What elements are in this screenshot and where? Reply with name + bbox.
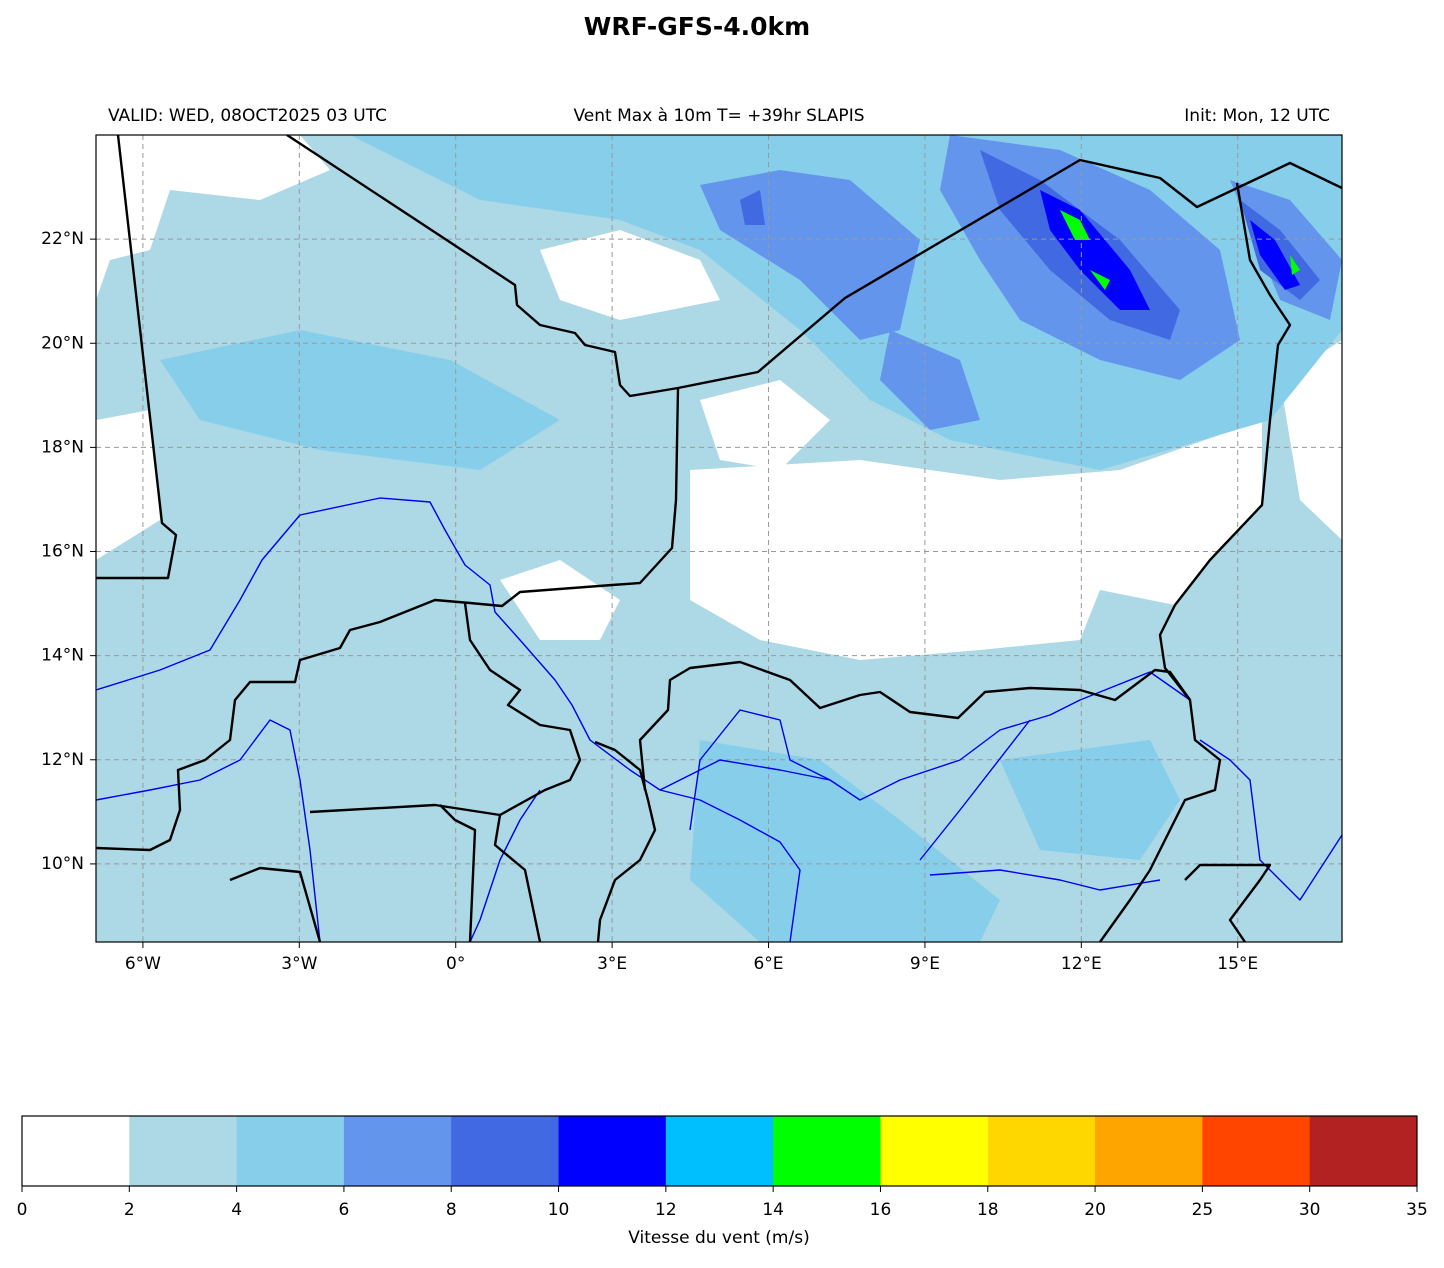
- colorbar-tick-label: 4: [231, 1200, 242, 1220]
- borders: [96, 135, 1342, 942]
- colorbar-tick-label: 16: [870, 1200, 892, 1220]
- colorbar-tick-label: 18: [977, 1200, 999, 1220]
- colorbar-segment: [1095, 1116, 1203, 1186]
- colorbar-tick-label: 30: [1299, 1200, 1321, 1220]
- colorbar-segment: [880, 1116, 989, 1186]
- x-tick-label: 15°E: [1217, 954, 1258, 974]
- init-time: Init: Mon, 12 UTC: [1184, 106, 1330, 126]
- colorbar-tick-label: 2: [124, 1200, 135, 1220]
- colorbar-tick-label: 14: [762, 1200, 784, 1220]
- valid-time: VALID: WED, 08OCT2025 03 UTC: [108, 106, 387, 126]
- x-tick-label: 3°E: [597, 954, 627, 974]
- colorbar-tick-label: 35: [1406, 1200, 1428, 1220]
- x-tick-label: 6°W: [125, 954, 161, 974]
- y-tick-label: 12°N: [41, 750, 84, 770]
- x-tick-label: 3°W: [281, 954, 317, 974]
- colorbar-segment: [343, 1116, 452, 1186]
- y-tick-label: 10°N: [41, 854, 84, 874]
- x-tick-label: 6°E: [753, 954, 783, 974]
- colorbar-segment: [665, 1116, 774, 1186]
- x-tick-label: 12°E: [1061, 954, 1102, 974]
- colorbar-tick-label: 0: [17, 1200, 28, 1220]
- colorbar-segment: [236, 1116, 345, 1186]
- colorbar-segment: [451, 1116, 560, 1186]
- y-tick-label: 18°N: [41, 437, 84, 457]
- rivers: [96, 497, 1342, 942]
- y-tick-label: 14°N: [41, 646, 84, 666]
- colorbar-tick-label: 20: [1084, 1200, 1106, 1220]
- y-tick-label: 20°N: [41, 333, 84, 353]
- colorbar-segment: [129, 1116, 238, 1186]
- subtitle: Vent Max à 10m T= +39hr SLAPIS: [574, 106, 865, 126]
- colorbar-frame: [21, 1115, 1418, 1187]
- title: WRF-GFS-4.0km: [584, 12, 810, 41]
- colorbar-segment: [558, 1116, 667, 1186]
- colorbar-segment: [987, 1116, 1096, 1186]
- y-tick-label: 16°N: [41, 542, 84, 562]
- colorbar-label: Vitesse du vent (m/s): [628, 1228, 809, 1248]
- colorbar-tick-label: 10: [548, 1200, 570, 1220]
- x-tick-label: 9°E: [910, 954, 940, 974]
- colorbar-tick-label: 6: [339, 1200, 350, 1220]
- x-tick-label: 0°: [446, 954, 465, 974]
- colorbar-tick-label: 12: [655, 1200, 677, 1220]
- colorbar-segment: [773, 1116, 881, 1186]
- calm-areas: [96, 135, 1342, 660]
- map: [96, 135, 1342, 942]
- map-frame: [95, 134, 1343, 943]
- colorbar-tick-label: 8: [446, 1200, 457, 1220]
- y-tick-label: 22°N: [41, 229, 84, 249]
- colorbar-segment: [22, 1116, 130, 1186]
- colorbar-segment: [1202, 1116, 1311, 1186]
- colorbar-tick-label: 25: [1192, 1200, 1214, 1220]
- colorbar-segment: [1309, 1116, 1418, 1186]
- peak-wind: [1060, 210, 1300, 290]
